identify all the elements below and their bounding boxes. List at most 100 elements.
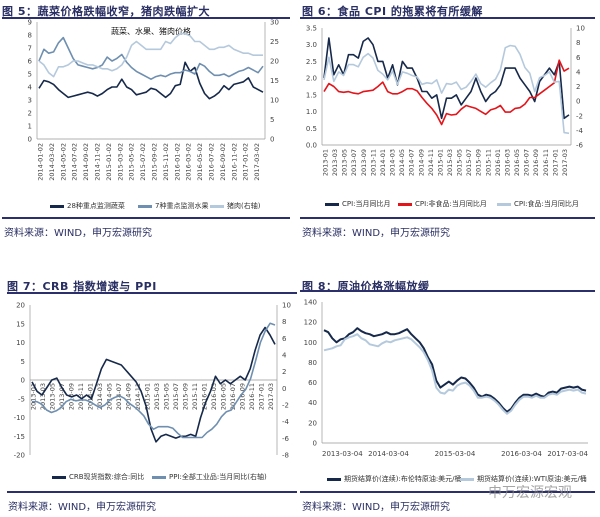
x-tick-label: 2013-11 [369, 149, 377, 176]
x-tick-label: 2013-05 [49, 383, 57, 410]
x-tick-label: 2016-03 [503, 149, 511, 176]
x-tick-label: 2014-05 [106, 383, 114, 410]
legend-item: 期货结算价(连续):布伦特原油:美元/桶 [327, 474, 462, 484]
x-tick-label: 2015-01-02 [105, 143, 113, 181]
y-tick-label-right: 25 [270, 38, 279, 46]
y-tick-label-right: 20 [270, 58, 279, 66]
legend-item: 7种重点监测水果 [138, 201, 208, 211]
x-tick-label: 2015-03-04 [435, 450, 476, 458]
y-tick-label: 20 [16, 302, 25, 310]
legend-swatch [152, 475, 166, 479]
x-tick-label: 2015-03 [446, 149, 454, 176]
y-tick-label: -20 [14, 452, 25, 460]
y-tick-label-right: -2 [282, 402, 289, 410]
x-tick-label: 2016-09-02 [219, 143, 227, 181]
legend-swatch [460, 477, 474, 481]
y-tick-label-right: -2 [576, 112, 583, 120]
x-tick-label: 2014-03-04 [368, 450, 409, 458]
figure-7-title: 图 7：CRB 指数增速与 PPI [7, 280, 157, 293]
divider [300, 290, 595, 292]
x-tick-label: 2016-03-02 [185, 143, 193, 181]
series-line-0 [38, 61, 264, 100]
legend-item: 28种重点监测蔬菜 [50, 201, 125, 211]
x-tick-label: 2016-07 [229, 383, 237, 410]
x-tick-label: 2014-07 [408, 149, 416, 176]
divider [2, 217, 290, 219]
legend-item: CRB现货指数:综合:同比 [52, 472, 144, 482]
x-tick-label: 2017-03-02 [253, 143, 261, 181]
x-tick-label: 2016-07 [523, 149, 531, 176]
x-tick-label: 2016-05 [513, 149, 521, 176]
legend-label: 7种重点监测水果 [155, 202, 209, 210]
chart-subtitle: 蔬菜、水果、猪肉价格 [111, 26, 191, 36]
y-tick-label: 0 [313, 440, 317, 448]
divider [2, 17, 290, 19]
x-tick-label: 2017-03-04 [547, 450, 588, 458]
x-tick-label: 2014-03 [96, 383, 104, 410]
x-tick-label: 2013-07 [350, 149, 358, 176]
y-tick-label: 0 [28, 136, 32, 144]
y-tick-label-right: 10 [282, 302, 291, 310]
legend-item: 猪肉(右轴) [210, 201, 260, 211]
x-tick-label: 2015-11 [191, 383, 199, 410]
x-tick-label: 2016-03-04 [501, 450, 542, 458]
legend-item: 期货结算价(连续):WTI原油:美元/桶 [460, 474, 587, 484]
series-line-1 [323, 59, 570, 126]
series-line-0 [31, 326, 276, 443]
y-tick-label-right: 6 [282, 335, 287, 343]
y-tick-label-right: 0 [576, 98, 580, 106]
x-tick-label: 2013-03-04 [322, 450, 363, 458]
x-tick-label: 2015-07 [465, 149, 473, 176]
x-tick-label: 2014-09-02 [82, 143, 90, 181]
x-tick-label: 2017-01 [258, 383, 266, 410]
x-tick-label: 2014-07-02 [71, 143, 79, 181]
x-tick-label: 2017-01 [551, 149, 559, 176]
divider [7, 292, 297, 294]
figure-8-title: 图 8：原油价格涨幅放缓 [302, 280, 430, 293]
x-tick-label: 2017-03 [561, 149, 569, 176]
x-tick-label: 2016-07-02 [208, 143, 216, 181]
legend-label: 28种重点监测蔬菜 [67, 202, 125, 210]
legend-swatch [497, 202, 511, 206]
y-tick-label: -15 [14, 433, 25, 441]
divider [300, 217, 595, 219]
legend-item: CPI:当月同比月 [325, 199, 391, 209]
y-tick-label-right: 4 [576, 68, 581, 76]
x-tick-label: 2016-11-02 [230, 143, 238, 181]
x-tick-label: 2015-01 [144, 383, 152, 410]
y-tick-label: 140 [304, 299, 317, 307]
y-tick-label-right: -6 [282, 435, 290, 443]
legend-label: PPI:全部工业品:当月同比(右轴) [169, 473, 267, 481]
x-tick-label: 2014-11 [427, 149, 435, 176]
y-tick-label: 100 [304, 339, 317, 347]
legend-label: CPI:食品:当月同比月 [514, 200, 579, 208]
legend-item: PPI:全部工业品:当月同比(右轴) [152, 472, 267, 482]
source-note: 资料来源：WIND，申万宏源研究 [302, 228, 451, 239]
y-tick-label: 15 [16, 320, 25, 328]
x-tick-label: 2016-05-02 [196, 143, 204, 181]
x-tick-label: 2015-09 [182, 383, 190, 410]
y-tick-label-right: 0 [270, 136, 274, 144]
series-line-1 [32, 322, 276, 439]
x-tick-label: 2014-01 [379, 149, 387, 176]
y-tick-label-right: -6 [576, 142, 584, 150]
x-tick-label: 2014-03 [389, 149, 397, 176]
y-tick-label: -10 [14, 414, 25, 422]
y-tick-label: 10 [16, 339, 25, 347]
y-tick-label: 0 [21, 377, 25, 385]
y-tick-label: 20 [308, 419, 317, 427]
y-tick-label-right: 10 [576, 25, 585, 33]
x-tick-label: 2015-03-02 [116, 143, 124, 181]
x-tick-label: 2016-01 [201, 383, 209, 410]
legend-label: 期货结算价(连续):WTI原油:美元/桶 [477, 475, 587, 483]
y-tick-label: 0.0 [306, 142, 317, 150]
watermark: 申万宏源宏观 [488, 485, 572, 501]
y-tick-label: 1.0 [306, 108, 317, 116]
source-note: 资料来源：WIND，申万宏源研究 [8, 502, 157, 513]
legend-label: CRB现货指数:综合:同比 [69, 473, 145, 481]
y-tick-label: 6 [28, 58, 33, 66]
x-tick-label: 2015-07-02 [139, 143, 147, 181]
legend-swatch [398, 202, 412, 206]
legend-swatch [210, 204, 224, 208]
legend-item: CPI:食品:当月同比月 [497, 199, 579, 209]
